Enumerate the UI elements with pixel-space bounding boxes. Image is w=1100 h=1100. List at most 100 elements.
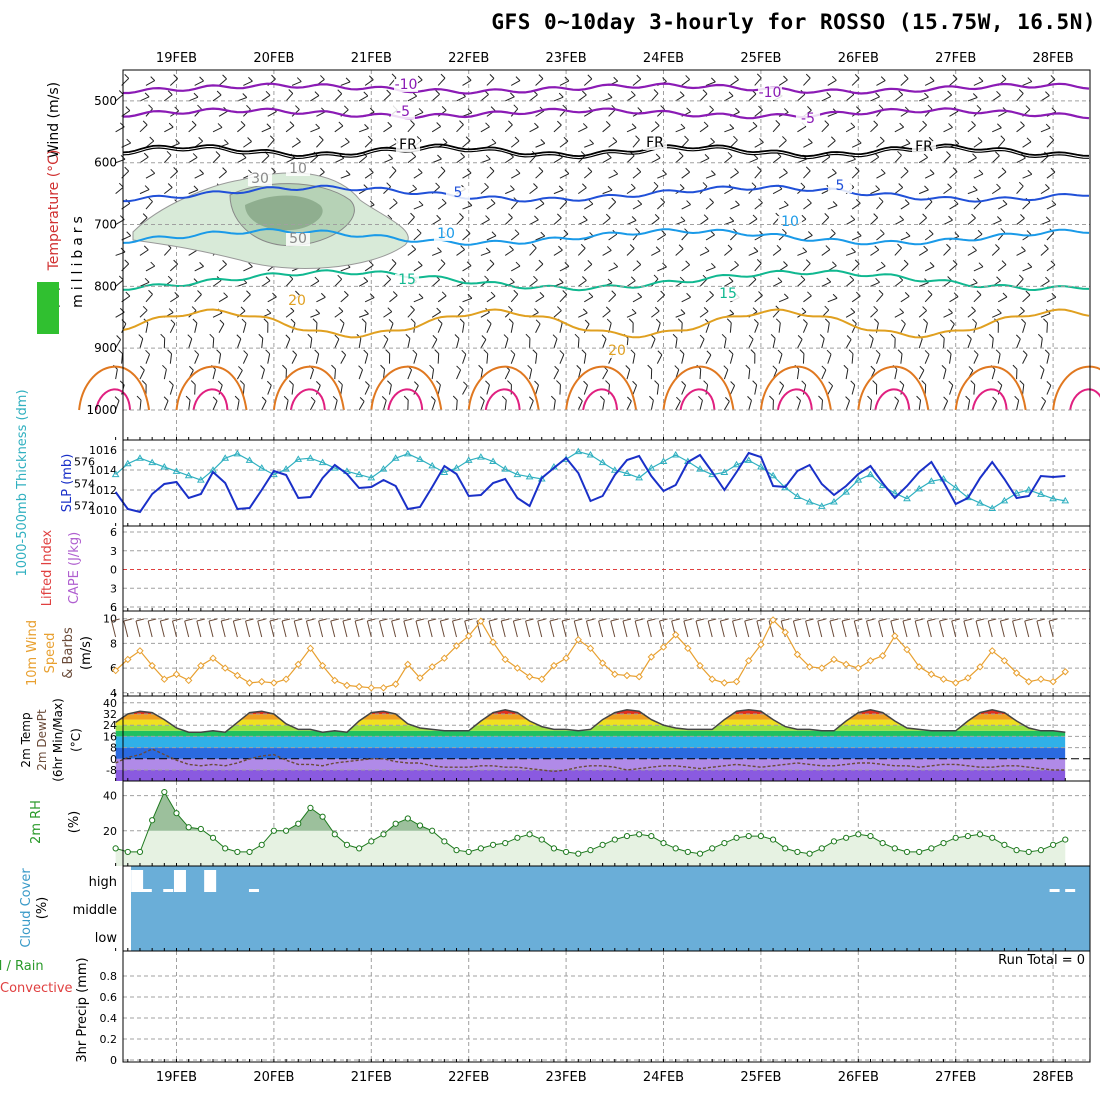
wind-barb xyxy=(1016,250,1026,256)
wind-barb xyxy=(115,251,126,256)
wind-barb-flag xyxy=(772,365,778,371)
wind-barb-flag xyxy=(358,365,363,371)
surface-barb xyxy=(354,620,360,638)
wind-barb xyxy=(1046,171,1056,179)
wind-barb-flag xyxy=(119,215,125,220)
wind-barb xyxy=(358,369,364,380)
wind-barb-flag xyxy=(970,380,976,385)
thickness-point xyxy=(245,456,254,463)
wind-barb xyxy=(584,296,594,303)
wind-speed-point xyxy=(331,676,339,685)
wind-barb xyxy=(821,281,831,287)
surface-barb xyxy=(427,620,433,638)
wind-barb xyxy=(705,202,714,210)
wind-barb xyxy=(364,297,375,303)
wind-barb xyxy=(218,323,225,333)
wind-barb-flag xyxy=(924,350,930,355)
wind-barb xyxy=(802,323,808,333)
wind-barb-flag xyxy=(459,318,465,324)
wind-barb xyxy=(900,323,906,333)
wind-barb-flag xyxy=(851,247,856,253)
wind-speed-point xyxy=(343,681,351,690)
wind-barb xyxy=(894,279,904,287)
rh-point xyxy=(173,810,180,817)
wind-barb xyxy=(656,294,665,303)
rh-point xyxy=(526,831,533,838)
wind-barb xyxy=(242,384,245,395)
wind-barb xyxy=(486,170,495,179)
wind-barb xyxy=(139,249,149,256)
wind-barb xyxy=(723,401,730,411)
rh-point xyxy=(295,820,302,827)
wind-barb-flag xyxy=(174,106,180,112)
wind-barb xyxy=(943,187,952,195)
wind-barb xyxy=(510,233,520,241)
wind-barb-flag xyxy=(307,333,313,339)
wind-barb xyxy=(651,157,661,164)
wind-barb xyxy=(486,353,489,364)
thickness-point xyxy=(793,492,802,499)
thickness-point xyxy=(623,469,631,477)
wind-barb-flag xyxy=(1025,290,1031,296)
contour-plus25 xyxy=(857,365,930,411)
wind-barb-flag xyxy=(484,275,489,281)
wind-barb xyxy=(626,280,636,287)
wind-barb xyxy=(358,280,369,287)
wind-barb-flag xyxy=(922,213,927,219)
wind-barb xyxy=(602,250,612,256)
wind-barb-flag xyxy=(805,259,811,264)
surface-barb-flag xyxy=(732,618,741,622)
wind-speed-point xyxy=(391,680,400,688)
contour-label-bg xyxy=(394,79,418,92)
wind-barb xyxy=(699,218,709,225)
contour-plus5 xyxy=(123,184,1090,203)
wind-barb xyxy=(261,127,272,133)
wind-barb-flag xyxy=(167,349,172,355)
surface-barb xyxy=(610,620,616,638)
wind-barb xyxy=(559,173,570,179)
wind-barb-flag xyxy=(315,123,321,129)
wind-barb xyxy=(949,78,958,86)
surface-barb-flag xyxy=(902,618,912,622)
wind-barb-flag xyxy=(163,396,169,402)
wind-barb-flag xyxy=(727,244,733,250)
wind-barb-flag xyxy=(1051,200,1057,205)
surface-barb-flag xyxy=(537,618,546,622)
wind-barb-flag xyxy=(878,197,884,202)
precip-tick-label: 0.8 xyxy=(100,970,118,983)
wind-barb xyxy=(602,189,613,195)
wind-barb-flag xyxy=(222,167,227,172)
surface-barb xyxy=(926,620,932,638)
wind-barb xyxy=(699,157,710,164)
wind-barb xyxy=(943,94,952,102)
rh-point xyxy=(989,834,996,841)
slp-tick-label: 1010 xyxy=(89,504,117,517)
wind-barb-flag xyxy=(783,261,788,266)
wind-barb-flag xyxy=(119,122,125,128)
wind-barb xyxy=(827,79,837,86)
wind-barb-flag xyxy=(175,139,180,144)
wind-barb-flag xyxy=(434,349,440,355)
wind-barb-flag xyxy=(124,74,130,79)
wind-barb-flag xyxy=(832,293,838,299)
wind-barb xyxy=(845,311,856,318)
wind-barb xyxy=(900,235,911,241)
wind-barb xyxy=(656,384,660,395)
wind-barb-flag xyxy=(508,305,513,311)
wind-barb xyxy=(340,294,349,303)
x-tick-label-bottom: 28FEB xyxy=(1033,1070,1074,1085)
wind-barb xyxy=(924,201,933,210)
wind-barb xyxy=(724,188,734,195)
wind-barb xyxy=(754,77,762,86)
wind-barb-flag xyxy=(563,229,569,235)
wind-barb xyxy=(997,203,1008,210)
wind-barb xyxy=(699,338,705,349)
slp-tick-label: 1012 xyxy=(89,484,117,497)
wind-barb-flag xyxy=(636,260,642,265)
wind-barb-flag xyxy=(479,396,485,401)
wind-barb xyxy=(431,400,436,411)
wind-barb-flag xyxy=(655,153,661,159)
surface-barb xyxy=(220,620,226,638)
wind-barb xyxy=(900,295,910,303)
wind-barb-flag xyxy=(121,319,127,325)
